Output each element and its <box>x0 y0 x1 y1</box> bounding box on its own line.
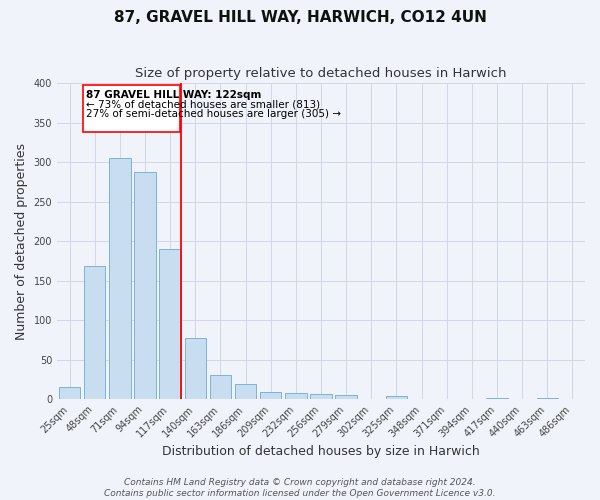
Bar <box>260 392 281 399</box>
X-axis label: Distribution of detached houses by size in Harwich: Distribution of detached houses by size … <box>162 444 480 458</box>
Text: 87 GRAVEL HILL WAY: 122sqm: 87 GRAVEL HILL WAY: 122sqm <box>86 90 262 100</box>
Bar <box>386 396 407 399</box>
FancyBboxPatch shape <box>83 86 180 132</box>
Bar <box>310 394 332 399</box>
Bar <box>59 388 80 399</box>
Bar <box>134 172 156 399</box>
Bar <box>487 398 508 399</box>
Bar <box>109 158 131 399</box>
Title: Size of property relative to detached houses in Harwich: Size of property relative to detached ho… <box>135 68 507 80</box>
Text: 87, GRAVEL HILL WAY, HARWICH, CO12 4UN: 87, GRAVEL HILL WAY, HARWICH, CO12 4UN <box>113 10 487 25</box>
Y-axis label: Number of detached properties: Number of detached properties <box>15 142 28 340</box>
Text: 27% of semi-detached houses are larger (305) →: 27% of semi-detached houses are larger (… <box>86 109 341 119</box>
Bar <box>536 398 558 399</box>
Bar <box>185 338 206 399</box>
Text: ← 73% of detached houses are smaller (813): ← 73% of detached houses are smaller (81… <box>86 100 320 110</box>
Bar <box>84 266 106 399</box>
Bar <box>235 384 256 399</box>
Bar <box>160 249 181 399</box>
Bar <box>335 395 357 399</box>
Bar <box>285 393 307 399</box>
Text: Contains HM Land Registry data © Crown copyright and database right 2024.
Contai: Contains HM Land Registry data © Crown c… <box>104 478 496 498</box>
Bar <box>210 374 231 399</box>
